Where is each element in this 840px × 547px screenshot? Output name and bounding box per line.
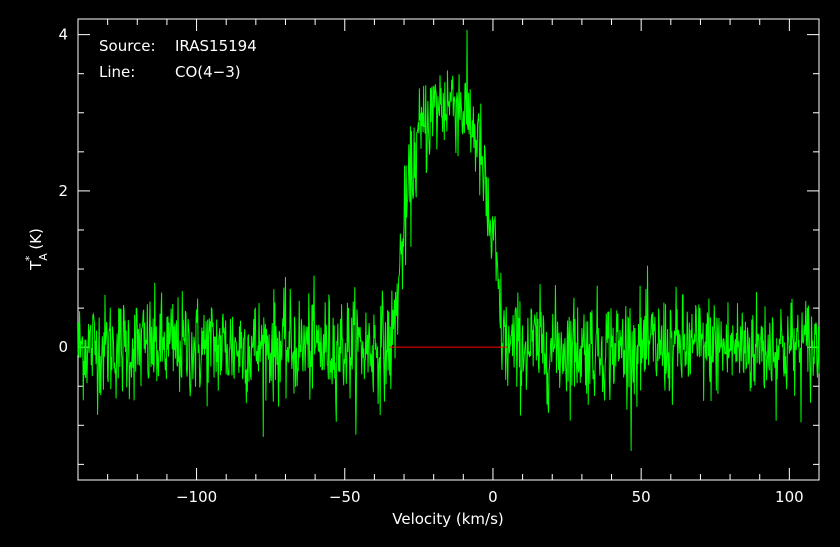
source-key: Source: bbox=[99, 37, 156, 55]
axis-ticks bbox=[77, 19, 820, 480]
y-axis-title-sup: * bbox=[23, 255, 36, 261]
y-axis-title: TA* (K) bbox=[23, 228, 50, 271]
x-tick-label: 100 bbox=[775, 488, 804, 506]
y-tick-label: 2 bbox=[58, 182, 68, 200]
x-tick-label: −100 bbox=[176, 488, 217, 506]
line-value: CO(4−3) bbox=[175, 63, 241, 81]
plot-frame bbox=[77, 18, 820, 481]
y-tick-label: 4 bbox=[58, 26, 68, 44]
y-axis-title-main: T bbox=[27, 260, 45, 271]
y-axis-title-unit: (K) bbox=[27, 228, 45, 250]
y-axis-title-sub: A bbox=[37, 253, 50, 261]
y-tick-label: 0 bbox=[58, 338, 68, 356]
x-tick-label: 50 bbox=[632, 488, 651, 506]
y-axis-title-text: TA* (K) bbox=[23, 228, 50, 271]
tick-labels: −100 −50 0 50 100 0 2 4 bbox=[58, 26, 803, 506]
x-axis-title: Velocity (km/s) bbox=[392, 510, 503, 528]
line-annotation: Line: CO(4−3) bbox=[99, 63, 241, 81]
spectrum-line bbox=[77, 29, 820, 451]
source-value: IRAS15194 bbox=[175, 37, 257, 55]
series-layer bbox=[77, 29, 820, 451]
source-annotation: Source: IRAS15194 bbox=[99, 37, 257, 55]
line-key: Line: bbox=[99, 63, 135, 81]
x-tick-label: 0 bbox=[488, 488, 498, 506]
x-tick-label: −50 bbox=[329, 488, 361, 506]
